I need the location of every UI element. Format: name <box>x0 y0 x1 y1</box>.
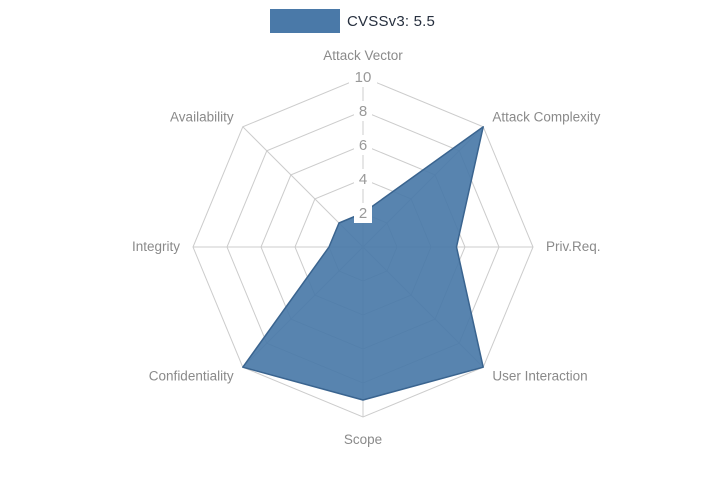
series-polygon <box>242 126 484 401</box>
radial-tick-label: 6 <box>359 137 367 154</box>
radial-tick-label: 8 <box>359 103 367 120</box>
legend-label: CVSSv3: 5.5 <box>347 12 436 30</box>
axis-label-attack-complexity: Attack Complexity <box>492 110 600 125</box>
legend: CVSSv3: 5.5 <box>270 8 435 34</box>
legend-swatch <box>270 9 340 33</box>
radial-tick-label: 10 <box>355 69 372 86</box>
axis-label-priv-req: Priv.Req. <box>546 239 601 254</box>
axis-label-attack-vector: Attack Vector <box>323 48 403 63</box>
tick-label-bg <box>354 203 372 223</box>
axis-label-integrity: Integrity <box>132 239 180 254</box>
tick-label-bg <box>354 101 372 121</box>
axis-label-availability: Availability <box>170 110 234 125</box>
radial-tick-label: 2 <box>359 205 367 222</box>
tick-label-bg <box>354 135 372 155</box>
axis-label-scope: Scope <box>344 432 382 447</box>
tick-label-bg <box>354 169 372 189</box>
axis-label-user-interaction: User Interaction <box>492 368 587 383</box>
axis-label-confidentiality: Confidentiality <box>149 368 234 383</box>
radial-tick-label: 4 <box>359 171 367 188</box>
tick-label-bg <box>349 67 377 87</box>
